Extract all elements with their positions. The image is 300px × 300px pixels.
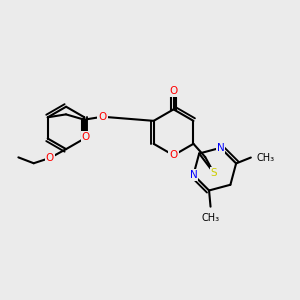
Text: O: O <box>82 132 90 142</box>
Text: O: O <box>169 86 178 96</box>
Text: O: O <box>169 150 178 160</box>
Text: O: O <box>46 153 54 163</box>
Text: O: O <box>98 112 106 122</box>
Text: CH₃: CH₃ <box>202 213 220 223</box>
Text: S: S <box>211 168 218 178</box>
Text: N: N <box>217 143 224 153</box>
Text: CH₃: CH₃ <box>256 152 274 163</box>
Text: N: N <box>190 170 197 180</box>
